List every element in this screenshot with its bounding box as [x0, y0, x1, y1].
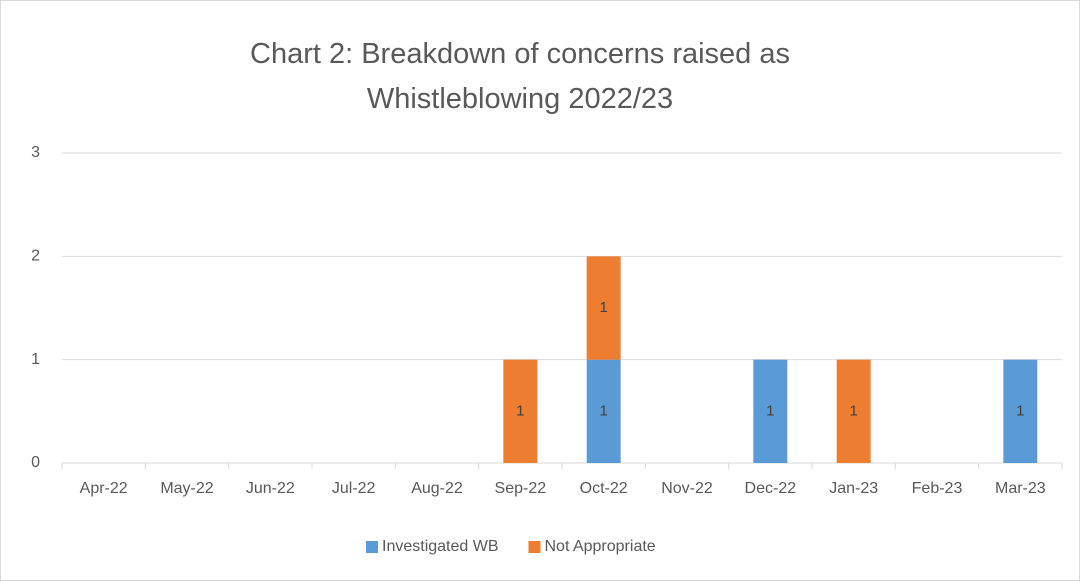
x-tick-label: Sep-22 [495, 480, 547, 497]
bar-segment [1003, 359, 1038, 463]
x-tick-label: Apr-22 [80, 480, 128, 497]
bar-segment [586, 256, 621, 360]
x-tick-label: Jan-23 [829, 480, 878, 497]
x-tick-label: Nov-22 [661, 480, 713, 497]
y-tick-label: 1 [31, 351, 40, 368]
x-tick-label: Jun-22 [246, 480, 295, 497]
x-tick-label: Oct-22 [580, 480, 628, 497]
data-label: 1 [1016, 402, 1024, 419]
legend-label: Not Appropriate [545, 538, 656, 555]
x-tick-label: Jul-22 [332, 480, 376, 497]
x-tick-label: Feb-23 [912, 480, 963, 497]
y-tick-label: 3 [31, 144, 40, 161]
y-tick-label: 0 [31, 454, 40, 471]
bar-segment [836, 359, 871, 463]
chart-title: Chart 2: Breakdown of concerns raised as… [250, 38, 790, 115]
x-tick-label: Aug-22 [411, 480, 463, 497]
data-label: 1 [599, 299, 607, 316]
x-tick-label: May-22 [160, 480, 213, 497]
legend-swatch [366, 541, 378, 553]
legend-swatch [528, 541, 541, 553]
y-tick-label: 2 [31, 248, 40, 265]
data-label: 1 [849, 402, 857, 419]
legend-label: Investigated WB [382, 538, 499, 555]
data-label: 1 [766, 402, 774, 419]
x-tick-label: Dec-22 [745, 480, 797, 497]
data-label: 1 [516, 402, 524, 419]
data-label: 1 [599, 402, 607, 419]
bar-segment [753, 359, 788, 463]
bar-segment [503, 359, 538, 463]
x-tick-label: Mar-23 [995, 480, 1046, 497]
bar-segment [586, 359, 621, 463]
